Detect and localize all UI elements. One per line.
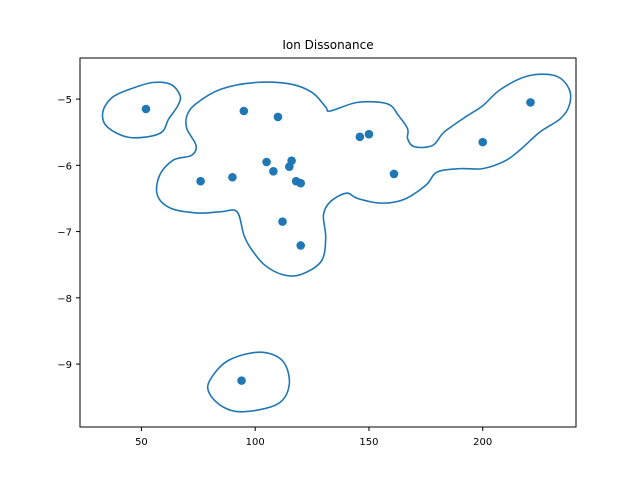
y-tick-label: −5 xyxy=(57,95,72,106)
scatter-point-5 xyxy=(364,129,374,139)
scatter-point-16 xyxy=(526,98,535,107)
scatter-point-19 xyxy=(237,376,246,385)
scatter-point-3 xyxy=(273,112,283,122)
scatter-points xyxy=(141,98,535,385)
x-tick-label: 150 xyxy=(359,437,378,448)
y-tick-label: −6 xyxy=(57,161,72,172)
scatter-point-1 xyxy=(141,104,151,114)
scatter-point-17 xyxy=(278,217,287,226)
y-tick-label: −7 xyxy=(57,228,72,239)
x-tick-label: 50 xyxy=(135,437,148,448)
contour-line-2 xyxy=(155,73,572,277)
scatter-point-8 xyxy=(285,162,294,171)
density-contours xyxy=(101,73,572,413)
scatter-point-14 xyxy=(389,169,399,179)
scatter-point-9 xyxy=(269,166,278,176)
plot-frame xyxy=(79,57,577,428)
scatter-point-6 xyxy=(262,157,271,167)
scatter-point-13 xyxy=(296,178,306,188)
scatter-point-2 xyxy=(239,106,249,116)
contour-line-1 xyxy=(101,81,182,139)
y-tick-label: −9 xyxy=(57,360,72,371)
y-tick-label: −8 xyxy=(57,294,72,305)
scatter-point-11 xyxy=(228,172,237,182)
scatter-point-10 xyxy=(196,176,205,186)
scatter-point-15 xyxy=(478,137,488,147)
scatter-point-4 xyxy=(355,132,365,142)
x-axis: 50 100 150 200 xyxy=(135,427,492,448)
contour-line-3 xyxy=(206,351,291,413)
y-axis: −5 −6 −7 −8 −9 xyxy=(57,95,80,371)
x-tick-label: 200 xyxy=(473,437,492,448)
scatter-point-18 xyxy=(296,241,306,250)
x-tick-label: 100 xyxy=(246,437,265,448)
chart-title: Ion Dissonance xyxy=(282,38,373,52)
